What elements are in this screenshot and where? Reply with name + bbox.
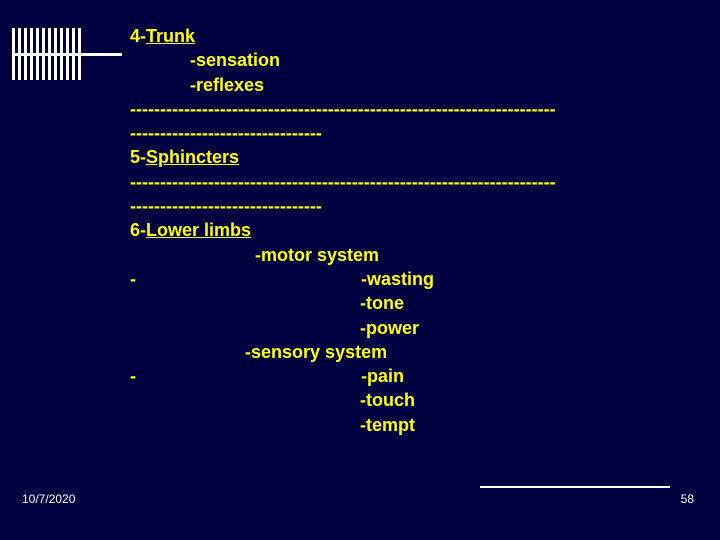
line-reflexes: -reflexes [130, 73, 556, 97]
line-touch: -touch [130, 388, 556, 412]
line-6-lowerlimbs: 6-Lower limbs [130, 218, 556, 242]
line-wasting: - -wasting [130, 267, 556, 291]
footer-line [480, 486, 670, 488]
separator-1a: ----------------------------------------… [130, 97, 556, 121]
line-motor-system: -motor system [130, 243, 556, 267]
line-pain: - -pain [130, 364, 556, 388]
separator-2b: -------------------------------- [130, 194, 556, 218]
line-4-trunk: 4-Trunk [130, 24, 556, 48]
footer-date: 10/7/2020 [22, 492, 75, 506]
separator-2a: ----------------------------------------… [130, 170, 556, 194]
slide-decoration-line [12, 53, 122, 56]
line-sensory-system: -sensory system [130, 340, 556, 364]
line-tempt: -tempt [130, 413, 556, 437]
line-5-sphincters: 5-Sphincters [130, 145, 556, 169]
line-power: -power [130, 316, 556, 340]
line-tone: -tone [130, 291, 556, 315]
separator-1b: -------------------------------- [130, 121, 556, 145]
line-sensation: -sensation [130, 48, 556, 72]
footer-page-number: 58 [681, 492, 694, 506]
slide-body: 4-Trunk -sensation -reflexes -----------… [130, 24, 556, 437]
